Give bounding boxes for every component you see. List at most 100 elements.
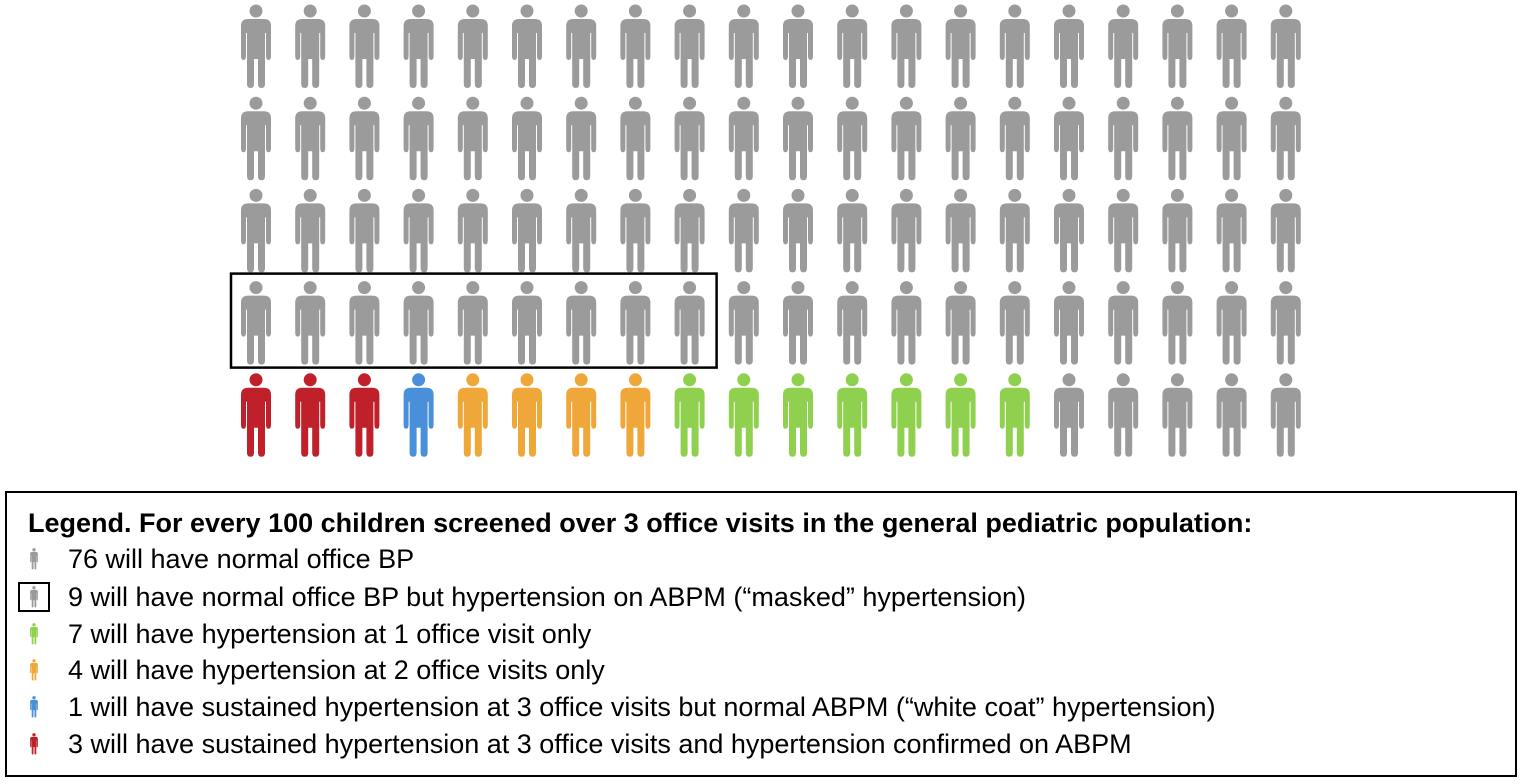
- legend-item-text: 4 will have hypertension at 2 office vis…: [68, 654, 605, 685]
- person-icon-two_visits: [512, 373, 542, 457]
- legend-swatch: [18, 655, 50, 685]
- legend-swatch: [18, 582, 50, 612]
- person-icon-normal: [403, 96, 434, 181]
- person-icon-normal: [891, 281, 922, 365]
- person-icon-normal: [728, 281, 759, 365]
- person-icon-masked: [403, 281, 434, 365]
- person-icon-normal: [1270, 4, 1301, 88]
- person-icon: [30, 696, 38, 718]
- person-icon-normal: [1216, 373, 1247, 457]
- person-icon-confirmed: [349, 373, 380, 457]
- legend-item-text: 76 will have normal office BP: [68, 543, 415, 574]
- person-icon-normal: [1108, 188, 1139, 273]
- legend-box: [5, 491, 1517, 777]
- person-icon-normal: [945, 281, 976, 365]
- person-icon-normal: [837, 4, 868, 88]
- person-icon-normal: [620, 96, 651, 181]
- person-icon-two_visits: [566, 373, 597, 457]
- person-icon-normal: [1108, 4, 1139, 88]
- legend-swatch: [18, 619, 50, 649]
- person-icon-normal: [783, 188, 813, 273]
- person-icon-masked: [241, 281, 271, 365]
- person-icon-normal: [837, 188, 868, 273]
- person-icon-normal: [674, 4, 705, 88]
- person-icon-normal: [1162, 281, 1193, 365]
- person-icon-normal: [457, 188, 488, 273]
- person-icon: [30, 696, 38, 718]
- person-icon-normal: [945, 4, 976, 88]
- person-icon-normal: [1162, 4, 1193, 88]
- person-icon-normal: [1216, 188, 1247, 273]
- pictograph-chart: [229, 4, 1301, 457]
- person-icon: [30, 586, 38, 608]
- person-icon-two_visits: [457, 373, 488, 457]
- person-icon: [30, 586, 38, 608]
- person-icon-normal: [295, 4, 326, 88]
- person-icon-normal: [999, 281, 1030, 365]
- person-icon-one_visit: [891, 373, 922, 457]
- person-icon-normal: [349, 4, 380, 88]
- legend-swatch: [18, 692, 50, 722]
- person-icon-normal: [1054, 4, 1084, 88]
- person-icon-normal: [1054, 188, 1084, 273]
- person-icon-normal: [1054, 281, 1084, 365]
- person-icon-normal: [349, 188, 380, 273]
- person-icon-normal: [349, 96, 380, 181]
- person-icon: [30, 548, 38, 570]
- person-icon-normal: [512, 188, 542, 273]
- person-icon-normal: [1270, 188, 1301, 273]
- person-icon-normal: [837, 96, 868, 181]
- person-icon-one_visit: [945, 373, 976, 457]
- person-icon-one_visit: [837, 373, 868, 457]
- person-icon-normal: [241, 96, 271, 181]
- legend-item: 1 will have sustained hypertension at 3 …: [18, 690, 1498, 724]
- person-icon: [30, 659, 38, 681]
- person-icon-normal: [241, 4, 271, 88]
- person-icon-normal: [1270, 373, 1301, 457]
- legend-swatch: [18, 544, 50, 574]
- legend-item-text: 7 will have hypertension at 1 office vis…: [68, 618, 592, 649]
- person-icon-normal: [1108, 281, 1139, 365]
- legend-item: 3 will have sustained hypertension at 3 …: [18, 727, 1498, 761]
- person-icon-masked: [457, 281, 488, 365]
- person-icon-masked: [566, 281, 597, 365]
- person-icon-normal: [566, 96, 597, 181]
- person-icon-one_visit: [999, 373, 1030, 457]
- legend-item: 4 will have hypertension at 2 office vis…: [18, 653, 1498, 687]
- person-icon: [30, 733, 38, 755]
- person-icon-normal: [457, 96, 488, 181]
- person-icon-normal: [566, 4, 597, 88]
- person-icon-normal: [1108, 373, 1139, 457]
- person-icon-normal: [999, 188, 1030, 273]
- person-icon-normal: [457, 4, 488, 88]
- person-icon-confirmed: [295, 373, 326, 457]
- person-icon-normal: [295, 96, 326, 181]
- person-icon-normal: [674, 188, 705, 273]
- legend-title: Legend. For every 100 children screened …: [28, 508, 1253, 538]
- person-icon-masked: [295, 281, 326, 365]
- person-icon-normal: [1162, 96, 1193, 181]
- legend-item: 7 will have hypertension at 1 office vis…: [18, 617, 1498, 651]
- person-icon-normal: [1216, 4, 1247, 88]
- person-icon-normal: [837, 281, 868, 365]
- person-icon-confirmed: [241, 373, 271, 457]
- person-icon-normal: [674, 96, 705, 181]
- legend-item-text: 9 will have normal office BP but hyperte…: [68, 581, 1026, 612]
- masked-hypertension-box: [229, 272, 718, 369]
- person-icon: [30, 659, 38, 681]
- person-icon: [30, 623, 38, 645]
- person-icon-normal: [241, 188, 271, 273]
- person-icon-normal: [512, 4, 542, 88]
- person-icon-normal: [1216, 281, 1247, 365]
- person-icon-normal: [512, 96, 542, 181]
- legend-item-text: 1 will have sustained hypertension at 3 …: [68, 691, 1216, 722]
- person-icon: [30, 548, 38, 570]
- person-icon-masked: [349, 281, 380, 365]
- person-icon-masked: [512, 281, 542, 365]
- person-icon-white_coat: [403, 373, 434, 457]
- person-icon-normal: [1162, 188, 1193, 273]
- person-icon-normal: [783, 281, 813, 365]
- person-icon-masked: [674, 281, 705, 365]
- person-icon-normal: [999, 96, 1030, 181]
- person-icon-normal: [1162, 373, 1193, 457]
